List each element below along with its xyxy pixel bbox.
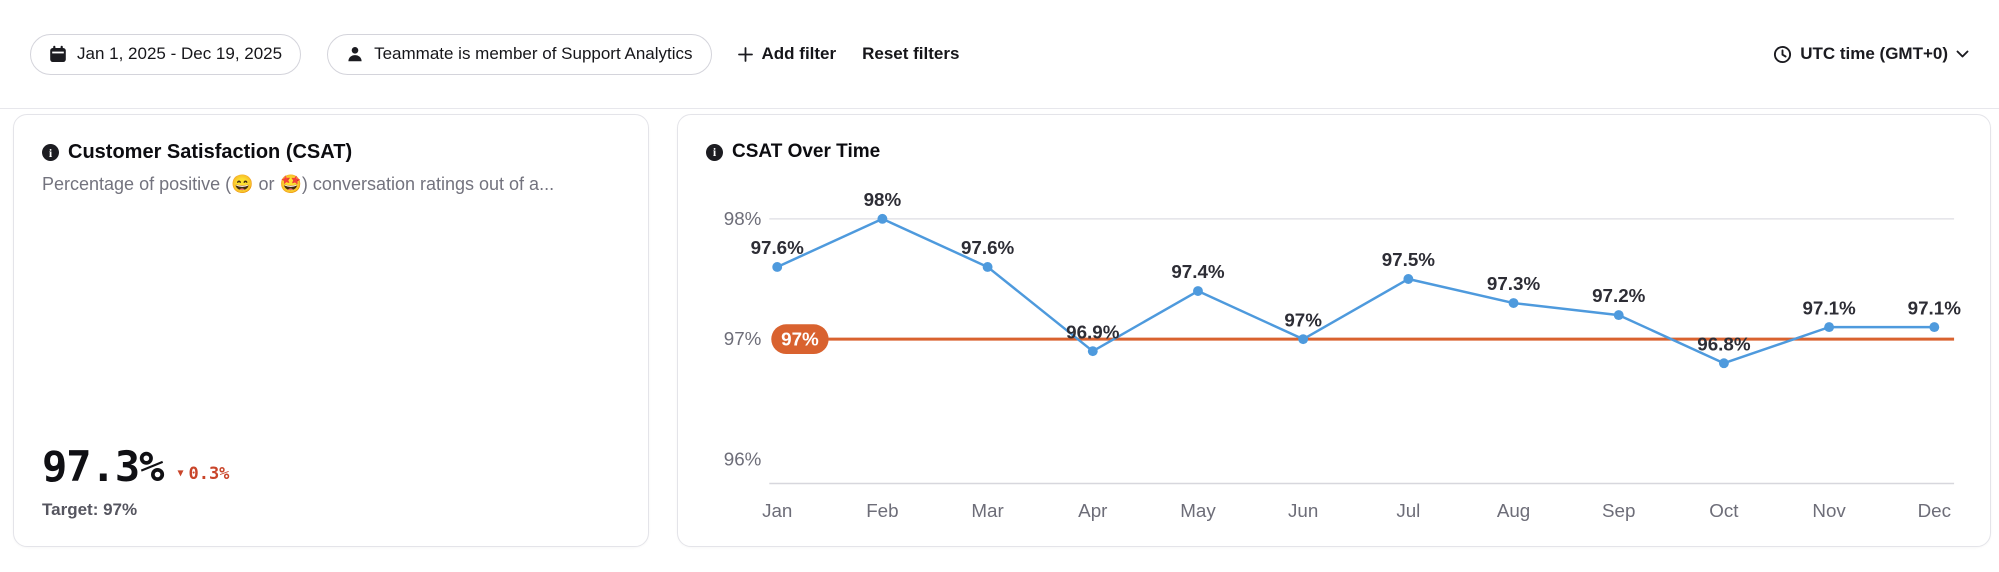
point-value-label: 97.3%: [1487, 273, 1541, 294]
calendar-icon: [50, 45, 66, 62]
target-badge-label: 97%: [781, 329, 819, 350]
chart-point[interactable]: [1824, 322, 1835, 333]
x-tick-label: Apr: [1078, 500, 1107, 521]
csat-card-header: i Customer Satisfaction (CSAT): [42, 141, 620, 164]
x-tick-label: May: [1180, 500, 1216, 521]
csat-series-line: [775, 217, 1936, 365]
info-icon[interactable]: i: [42, 144, 59, 161]
chevron-down-icon: [1956, 50, 1969, 57]
chart-area: 96% 97% 98% 97% 97.6% 98% 97.6% 96.9% 97.4% 97% 97…: [706, 169, 1962, 529]
x-tick-label: Dec: [1918, 500, 1951, 521]
chart-point[interactable]: [1929, 322, 1940, 333]
point-value-label: 97.1%: [1802, 297, 1856, 318]
csat-card-subtitle: Percentage of positive (😄 or 🤩) conversa…: [42, 174, 555, 194]
x-tick-label: Jul: [1396, 500, 1420, 521]
chart-point[interactable]: [1403, 274, 1414, 284]
chart-point[interactable]: [1298, 334, 1309, 345]
info-icon[interactable]: i: [706, 143, 723, 161]
clock-icon: [1774, 45, 1792, 63]
reset-filters-button[interactable]: Reset filters: [862, 44, 959, 64]
csat-target: Target: 97%: [42, 500, 138, 519]
chart-point[interactable]: [1508, 298, 1519, 309]
chart-point[interactable]: [1718, 358, 1729, 369]
dashboard-cards: i Customer Satisfaction (CSAT) Percentag…: [0, 109, 1999, 549]
point-value-label: 96.9%: [1066, 321, 1120, 342]
chart-point[interactable]: [1087, 346, 1098, 357]
x-tick-label: Oct: [1709, 500, 1739, 521]
csat-delta: ▼ 0.3%: [177, 464, 229, 488]
timezone-selector[interactable]: UTC time (GMT+0): [1773, 44, 1969, 64]
x-tick-label: Mar: [971, 500, 1003, 521]
chart-card-title: CSAT Over Time: [732, 141, 881, 162]
point-value-label: 97.6%: [751, 237, 805, 258]
point-value-label: 97%: [1284, 309, 1322, 330]
chart-point[interactable]: [1613, 310, 1624, 321]
csat-value: 97.3%: [42, 442, 164, 491]
point-value-label: 97.5%: [1382, 249, 1436, 270]
point-value-label: 97.6%: [961, 237, 1015, 258]
target-badge: [771, 324, 829, 354]
x-tick-label: Aug: [1497, 500, 1530, 521]
chart-card-header: i CSAT Over Time: [706, 141, 1962, 163]
timezone-label: UTC time (GMT+0): [1800, 44, 1948, 63]
person-icon: [348, 47, 362, 62]
date-range-label: Jan 1, 2025 - Dec 19, 2025: [77, 44, 283, 63]
y-tick-label: 96%: [724, 448, 762, 469]
x-tick-label: Nov: [1812, 500, 1846, 521]
chart-point[interactable]: [982, 262, 993, 272]
y-tick-label: 98%: [724, 208, 762, 229]
point-value-label: 97.2%: [1592, 285, 1646, 306]
add-filter-button[interactable]: Add filter: [737, 44, 837, 64]
csat-line-chart: 96% 97% 98% 97% 97.6% 98% 97.6% 96.9% 97.4% 97% 97…: [724, 189, 1962, 521]
csat-delta-value: 0.3%: [188, 464, 230, 484]
csat-over-time-card: i CSAT Over Time 96% 97% 98% 97% 97.6% 98% 97.…: [677, 114, 1991, 547]
teammate-filter-button[interactable]: Teammate is member of Support Analytics: [327, 33, 712, 75]
y-tick-label: 97%: [724, 328, 762, 349]
chart-point[interactable]: [877, 213, 888, 224]
point-value-label: 97.1%: [1908, 297, 1962, 318]
toolbar-divider: [0, 108, 1999, 109]
csat-metric-block: 97.3% ▼ 0.3% Target: 97%: [42, 446, 620, 520]
point-value-label: 98%: [864, 189, 902, 210]
chart-point[interactable]: [1193, 286, 1203, 296]
csat-metric-row: 97.3% ▼ 0.3%: [42, 446, 620, 488]
chart-point[interactable]: [772, 262, 783, 272]
x-tick-label: Jan: [762, 500, 792, 521]
add-filter-label: Add filter: [761, 44, 837, 63]
x-tick-label: Jun: [1288, 500, 1318, 521]
toolbar: Jan 1, 2025 - Dec 19, 2025 Teammate is m…: [0, 0, 1999, 108]
x-tick-label: Feb: [866, 500, 898, 521]
toolbar-filters-group: Jan 1, 2025 - Dec 19, 2025 Teammate is m…: [30, 33, 959, 75]
point-value-label: 97.4%: [1171, 261, 1225, 282]
csat-card-title: Customer Satisfaction (CSAT): [68, 141, 353, 163]
csat-card: i Customer Satisfaction (CSAT) Percentag…: [13, 114, 649, 547]
teammate-filter-label: Teammate is member of Support Analytics: [374, 44, 693, 63]
delta-down-icon: ▼: [177, 468, 184, 479]
plus-icon: [737, 46, 753, 62]
date-range-button[interactable]: Jan 1, 2025 - Dec 19, 2025: [30, 33, 302, 75]
x-tick-label: Sep: [1602, 500, 1635, 521]
reset-filters-label: Reset filters: [862, 44, 960, 63]
point-value-label: 96.8%: [1697, 333, 1751, 354]
